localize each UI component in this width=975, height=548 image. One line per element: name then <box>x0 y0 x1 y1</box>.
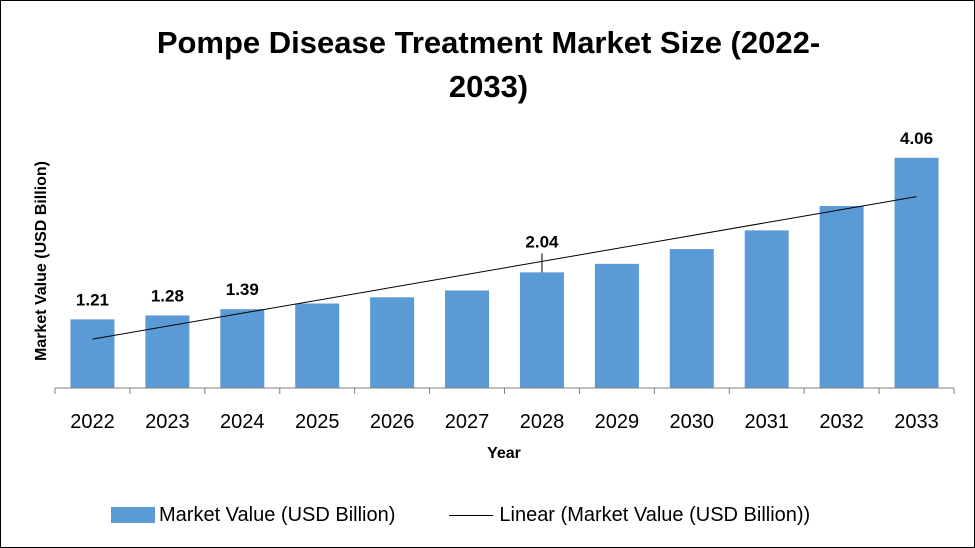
legend-label-linear: Linear (Market Value (USD Billion)) <box>499 503 811 526</box>
bar-2023 <box>145 315 190 388</box>
legend: Market Value (USD Billion) Linear (Marke… <box>111 501 810 529</box>
x-tick-label-2022: 2022 <box>70 411 115 433</box>
bar-2024 <box>220 309 265 388</box>
bar-2027 <box>445 290 490 388</box>
data-label-2024: 1.39 <box>226 280 259 299</box>
bar-2022 <box>70 319 115 388</box>
data-label-2028: 2.04 <box>525 232 559 251</box>
data-label-2033: 4.06 <box>900 129 933 148</box>
bar-2030 <box>669 249 714 388</box>
data-label-2023: 1.28 <box>151 286 184 305</box>
x-tick-label-2033: 2033 <box>894 411 939 433</box>
x-axis-label: Year <box>487 445 521 462</box>
data-label-2022: 1.21 <box>76 290 109 309</box>
bar-2032 <box>819 205 864 388</box>
legend-swatch-linear <box>449 514 494 516</box>
chart-title: Pompe Disease Treatment Market Size (202… <box>156 25 821 104</box>
bar-2031 <box>744 230 789 388</box>
x-tick-label-2023: 2023 <box>145 411 190 433</box>
x-tick-label-2028: 2028 <box>520 411 565 433</box>
bar-2028 <box>519 272 564 388</box>
x-tick-label-2024: 2024 <box>220 411 265 433</box>
legend-swatch-market-value <box>111 507 155 523</box>
x-tick-label-2026: 2026 <box>370 411 415 433</box>
x-tick-label-2029: 2029 <box>595 411 640 433</box>
bar-2033 <box>894 157 939 388</box>
bar-2029 <box>594 263 639 388</box>
legend-label-market-value: Market Value (USD Billion) <box>159 503 396 526</box>
bar-2025 <box>295 303 340 388</box>
x-tick-label-2027: 2027 <box>445 411 490 433</box>
bar-2026 <box>370 297 415 388</box>
x-tick-label-2030: 2030 <box>670 411 715 433</box>
trendline-linear <box>92 196 917 340</box>
x-tick-label-2032: 2032 <box>819 411 864 433</box>
x-tick-label-2031: 2031 <box>744 411 789 433</box>
x-tick-label-2025: 2025 <box>295 411 340 433</box>
